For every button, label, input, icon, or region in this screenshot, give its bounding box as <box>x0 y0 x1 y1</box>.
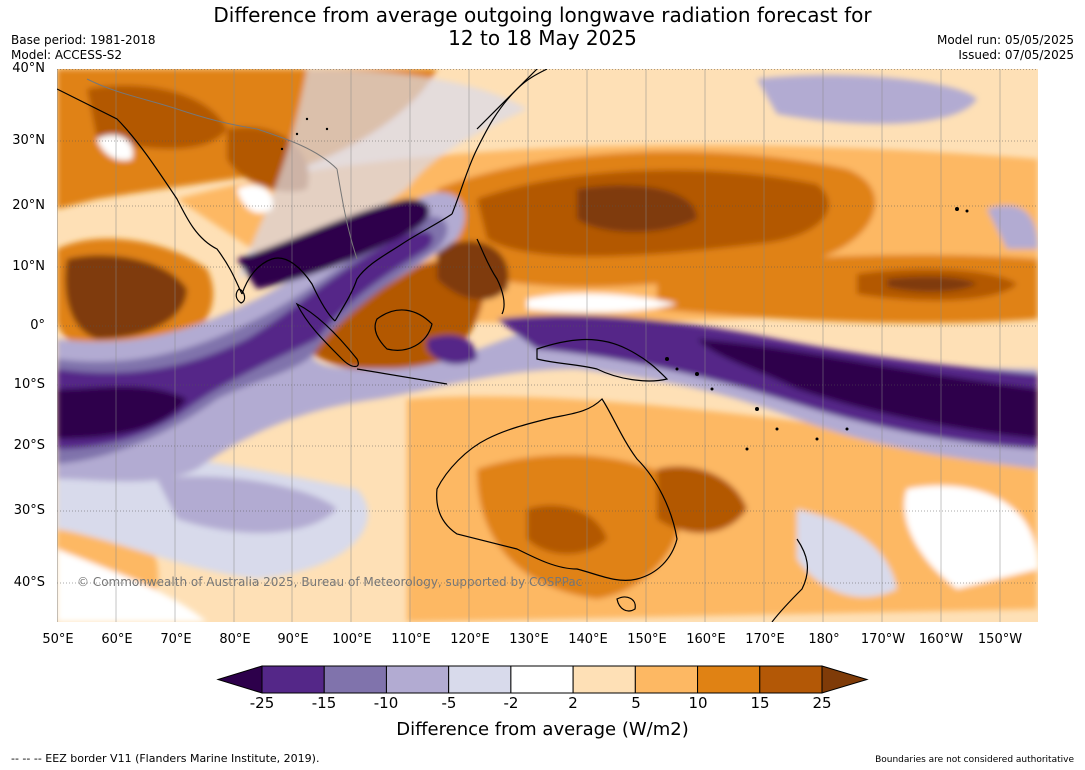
issued-date: Issued: 07/05/2025 <box>958 48 1074 62</box>
title-line-1: Difference from average outgoing longwav… <box>213 3 872 27</box>
lat-label: 30°S <box>13 503 45 518</box>
lon-label: 90°E <box>277 632 309 647</box>
model-run: Model run: 05/05/2025 <box>936 33 1074 47</box>
lon-label: 100°E <box>332 632 372 647</box>
lon-label: 150°W <box>977 632 1023 647</box>
colorbar-tick: -15 <box>311 694 337 712</box>
colorbar-tick: 25 <box>812 694 832 712</box>
colorbar-segment <box>385 665 450 694</box>
model-name: Model: ACCESS-S2 <box>11 48 123 62</box>
lat-label: 30°N <box>12 133 45 148</box>
lon-label: 170°E <box>745 632 785 647</box>
lon-label: 160°W <box>918 632 964 647</box>
colorbar-tick: 2 <box>568 694 578 712</box>
colorbar-tick: -25 <box>249 694 275 712</box>
meta-left: Base period: 1981-2018 Model: ACCESS-S2 <box>11 33 156 63</box>
lat-label: 10°N <box>12 259 45 274</box>
meridians <box>57 69 1001 622</box>
colorbar-segment <box>448 665 512 694</box>
lon-label: 150°E <box>627 632 667 647</box>
lon-label: 80°E <box>219 632 251 647</box>
islands <box>280 117 969 451</box>
country-borders <box>86 78 358 260</box>
colorbar-label: Difference from average (W/m2) <box>396 719 689 740</box>
lat-label: 20°N <box>12 198 45 213</box>
colorbar-segment <box>572 665 636 694</box>
lat-label: 20°S <box>13 438 45 453</box>
lon-label: 130°E <box>509 632 549 647</box>
boundary-disclaimer: Boundaries are not considered authoritat… <box>875 755 1074 765</box>
lon-label: 170°W <box>860 632 906 647</box>
lon-label: 60°E <box>101 632 133 647</box>
lon-label: 120°E <box>450 632 490 647</box>
lat-label: 10°S <box>13 377 45 392</box>
colorbar-segment <box>759 665 823 694</box>
map-title: Difference from average outgoing longwav… <box>0 4 1085 50</box>
coastlines <box>57 69 809 622</box>
lon-label: 180° <box>808 632 840 647</box>
colorbar-tick: 10 <box>688 694 708 712</box>
colorbar-tick: -5 <box>441 694 457 712</box>
lon-label: 70°E <box>160 632 192 647</box>
colorbar-segment <box>510 665 574 694</box>
colorbar-tick: 15 <box>750 694 770 712</box>
colorbar-segment <box>261 665 325 694</box>
eez-footnote: -- -- -- EEZ border V11 (Flanders Marine… <box>11 752 320 765</box>
colorbar-tick: 5 <box>631 694 641 712</box>
colorbar-segment <box>323 665 387 694</box>
base-period: Base period: 1981-2018 <box>11 33 156 47</box>
colorbar-extend-high <box>821 665 869 694</box>
colorbar-tick: -2 <box>503 694 519 712</box>
colorbar-extend-low <box>216 665 263 694</box>
lon-label: 50°E <box>42 632 74 647</box>
lon-label: 140°E <box>568 632 608 647</box>
lat-label: 0° <box>30 318 45 333</box>
map-panel <box>57 69 1038 622</box>
copyright-notice: © Commonwealth of Australia 2025, Bureau… <box>77 575 583 589</box>
olr-anomaly-map <box>57 69 1038 622</box>
colorbar-tick: -10 <box>373 694 399 712</box>
lon-label: 160°E <box>686 632 726 647</box>
lat-label: 40°S <box>13 575 45 590</box>
colorbar-segment <box>697 665 761 694</box>
lon-label: 110°E <box>391 632 431 647</box>
colorbar-segment <box>634 665 699 694</box>
meta-right: Model run: 05/05/2025 Issued: 07/05/2025 <box>937 33 1074 63</box>
lat-label: 40°N <box>12 61 45 76</box>
title-line-2: 12 to 18 May 2025 <box>448 26 637 50</box>
